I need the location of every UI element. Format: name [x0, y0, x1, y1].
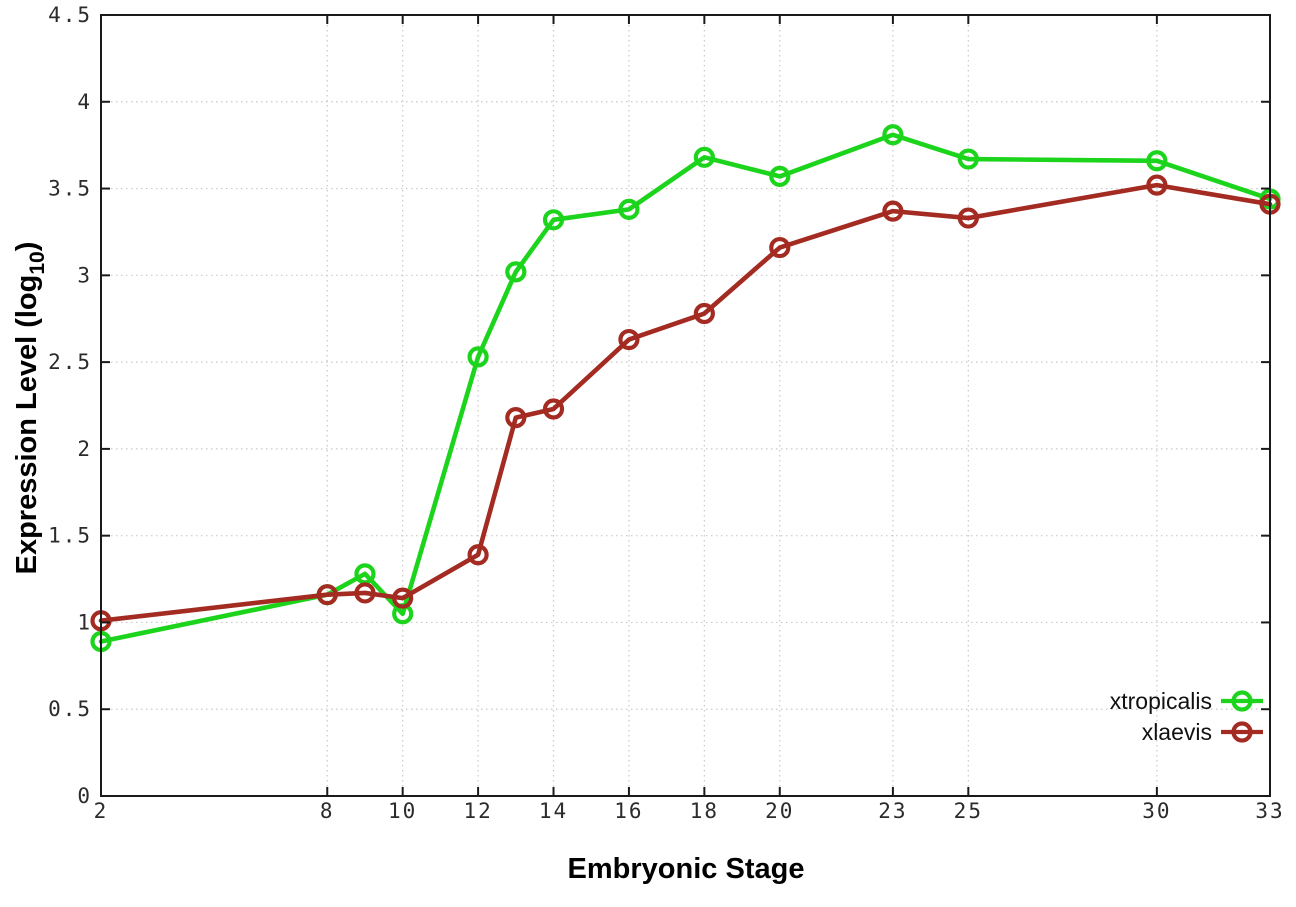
y-tick-label: 4: [77, 90, 92, 114]
data-point-xtropicalis: [1146, 150, 1168, 172]
data-point-xlaevis: [505, 407, 527, 429]
x-tick-label: 18: [690, 799, 719, 823]
x-tick-label: 33: [1255, 799, 1284, 823]
plot-border: [100, 14, 1271, 797]
x-tick-label: 30: [1142, 799, 1171, 823]
data-series: [90, 124, 1281, 653]
y-tick-label: 0: [77, 784, 92, 808]
y-axis-title: Expression Level (log10): [11, 242, 49, 575]
y-axis-title-suffix: ): [11, 242, 43, 252]
y-axis-title-subscript: 10: [26, 251, 49, 274]
y-tick-label: 3.5: [48, 177, 92, 201]
x-axis-title: Embryonic Stage: [568, 853, 805, 885]
grid-lines: [101, 15, 1270, 796]
y-tick-label: 3: [77, 263, 92, 287]
x-tick-label: 20: [765, 799, 794, 823]
x-tick-label: 12: [463, 799, 492, 823]
data-point-xlaevis: [542, 398, 565, 420]
data-point-xtropicalis: [957, 148, 979, 170]
chart-legend: xtropicalis xlaevis: [1110, 688, 1263, 745]
data-point-xtropicalis: [769, 165, 791, 188]
data-point-xtropicalis: [467, 346, 489, 368]
legend-label-xtropicalis: xtropicalis: [1110, 688, 1212, 714]
x-tick-label: 25: [954, 799, 983, 823]
legend-marker-sample: [1231, 721, 1253, 743]
legend-item-xtropicalis: xtropicalis: [1110, 688, 1263, 714]
y-tick-label: 1.5: [48, 524, 92, 548]
data-point-xlaevis: [693, 302, 715, 325]
y-tick-label: 4.5: [48, 3, 92, 27]
y-tick-label: 2.5: [48, 350, 92, 374]
x-tick-label: 23: [878, 799, 907, 823]
data-point-xtropicalis: [693, 146, 715, 168]
y-tick-labels: 0 0.5 1 1.5 2 2.5 3 3.5 4 4.5: [48, 3, 92, 808]
data-point-xlaevis: [882, 200, 904, 222]
data-point-xtropicalis: [505, 261, 527, 283]
x-tick-label: 2: [94, 799, 109, 823]
y-tick-label: 1: [77, 610, 92, 634]
x-tick-labels: 2 8 10 12 14 16 18 20 23 25 30 33: [94, 799, 1284, 823]
data-point-xlaevis: [957, 207, 979, 229]
x-tick-label: 16: [614, 799, 643, 823]
data-point-xtropicalis: [542, 209, 565, 231]
y-axis-title-text: Expression Level (log: [11, 275, 43, 575]
data-point-xlaevis: [1146, 174, 1168, 196]
data-point-xtropicalis: [618, 198, 640, 220]
x-tick-label: 14: [539, 799, 568, 823]
data-point-xlaevis: [392, 587, 414, 609]
y-tick-label: 0.5: [48, 697, 92, 721]
legend-marker-sample: [1231, 690, 1253, 712]
legend-label-xlaevis: xlaevis: [1142, 719, 1212, 745]
data-point-xtropicalis: [882, 124, 904, 146]
data-point-xlaevis: [467, 544, 489, 566]
data-point-xlaevis: [618, 328, 640, 351]
data-point-xlaevis: [769, 236, 791, 259]
data-point-xlaevis: [354, 582, 376, 604]
y-tick-label: 2: [77, 437, 92, 461]
x-tick-label: 8: [320, 799, 335, 823]
legend-item-xlaevis: xlaevis: [1142, 719, 1263, 745]
series-line-xlaevis: [98, 182, 1273, 624]
x-tick-label: 10: [388, 799, 417, 823]
axis-tick-marks: [100, 14, 1271, 797]
data-point-xlaevis: [316, 584, 338, 606]
